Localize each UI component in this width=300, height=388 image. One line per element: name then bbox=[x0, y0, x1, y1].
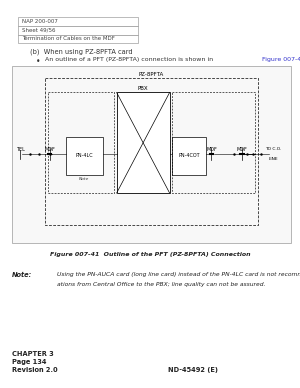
Text: NAP 200-007: NAP 200-007 bbox=[22, 19, 58, 24]
Text: An outline of a PFT (PZ-8PFTA) connection is shown in: An outline of a PFT (PZ-8PFTA) connectio… bbox=[45, 57, 215, 62]
Text: LINE: LINE bbox=[268, 156, 278, 161]
Text: Using the PN-AUCA card (long line card) instead of the PN-4LC card is not recomm: Using the PN-AUCA card (long line card) … bbox=[57, 272, 300, 277]
Text: PBX: PBX bbox=[138, 86, 148, 91]
Text: •: • bbox=[36, 57, 40, 66]
Text: ND-45492 (E): ND-45492 (E) bbox=[168, 367, 218, 373]
Text: CHAPTER 3
Page 134
Revision 2.0: CHAPTER 3 Page 134 Revision 2.0 bbox=[12, 351, 58, 373]
Text: TEL: TEL bbox=[16, 147, 25, 152]
Text: PN-4COT: PN-4COT bbox=[178, 154, 200, 158]
Bar bbox=[18, 35, 138, 43]
Text: PZ-8PFTA: PZ-8PFTA bbox=[139, 72, 164, 77]
Bar bbox=[172, 137, 206, 175]
Bar bbox=[12, 66, 291, 242]
Text: Sheet 49/56: Sheet 49/56 bbox=[22, 28, 55, 33]
Bar bbox=[66, 137, 103, 175]
Text: Note:: Note: bbox=[12, 272, 32, 277]
Text: MDF: MDF bbox=[44, 147, 55, 152]
Text: MDF: MDF bbox=[206, 147, 217, 152]
Text: Note: Note bbox=[80, 177, 90, 181]
Text: (b)  When using PZ-8PFTA card: (b) When using PZ-8PFTA card bbox=[30, 48, 133, 55]
Text: MDF: MDF bbox=[237, 147, 248, 152]
Text: TO C.O.: TO C.O. bbox=[265, 147, 281, 151]
Bar bbox=[18, 17, 138, 26]
Text: Figure 007-41  Outline of the PFT (PZ-8PFTA) Connection: Figure 007-41 Outline of the PFT (PZ-8PF… bbox=[50, 252, 250, 257]
Bar bbox=[117, 92, 170, 193]
Text: Figure 007-41.: Figure 007-41. bbox=[262, 57, 300, 62]
Text: PN-4LC: PN-4LC bbox=[76, 154, 93, 158]
Bar bbox=[18, 26, 138, 35]
Text: ations from Central Office to the PBX; line quality can not be assured.: ations from Central Office to the PBX; l… bbox=[57, 282, 266, 288]
Text: Termination of Cables on the MDF: Termination of Cables on the MDF bbox=[22, 36, 115, 41]
